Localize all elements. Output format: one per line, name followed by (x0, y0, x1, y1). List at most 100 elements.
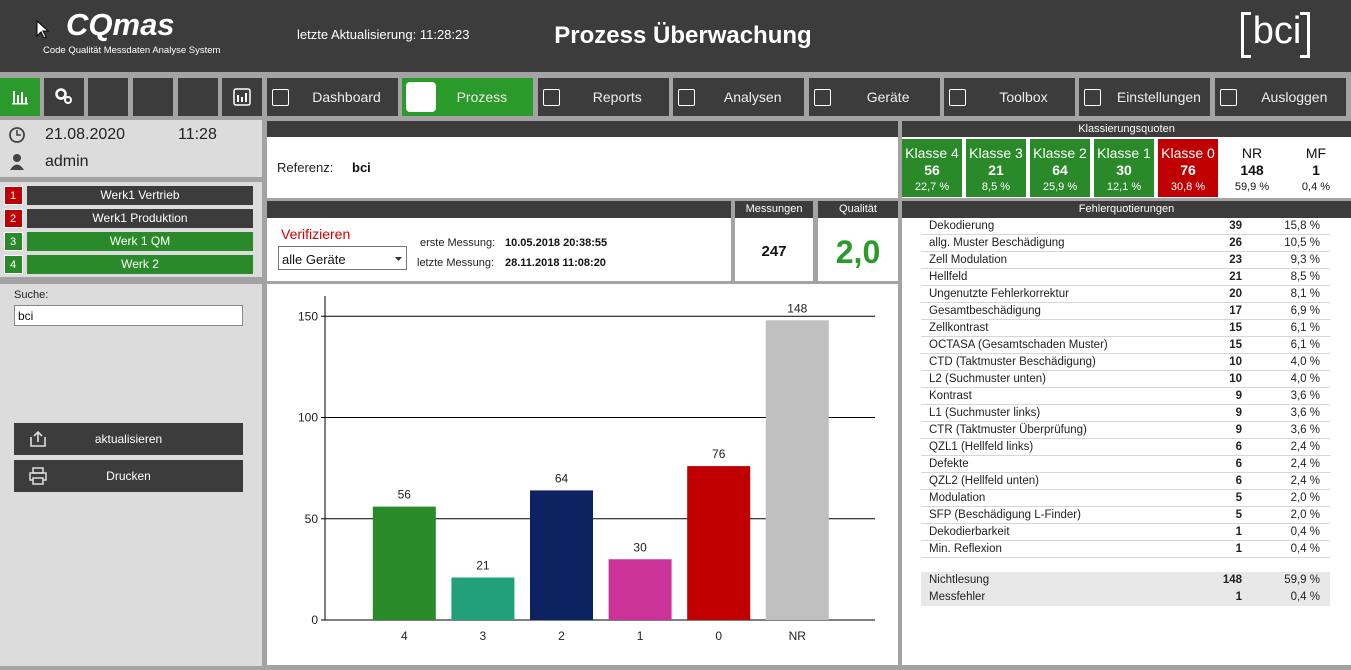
verify-label: Verifizieren (281, 226, 351, 242)
value-label: 21 (476, 558, 490, 572)
refresh-button[interactable]: aktualisieren (14, 423, 243, 455)
nav-button[interactable] (133, 78, 173, 116)
error-count: 6 (1235, 441, 1242, 453)
error-count: 17 (1229, 305, 1242, 317)
y-tick-label: 100 (298, 411, 318, 425)
error-name: Zellkontrast (929, 322, 989, 334)
class-name: Klasse 1 (1097, 145, 1151, 161)
error-share: 8,1 % (1290, 288, 1320, 300)
tab-label: Toolbox (999, 89, 1048, 105)
value-label: 76 (712, 447, 726, 461)
verify-panel: Verifizieren alle Geräte erste Messung: … (267, 201, 731, 281)
class-name: Klasse 3 (969, 145, 1023, 161)
search-input[interactable]: bci (14, 305, 243, 326)
class-cell: Klasse 2 64 25,9 % (1030, 139, 1090, 197)
search-value: bci (18, 309, 34, 323)
nav-button[interactable] (178, 78, 218, 116)
device-select[interactable]: alle Geräte (278, 246, 407, 270)
class-name: Klasse 2 (1033, 145, 1087, 161)
session-date: 21.08.2020 (45, 126, 126, 143)
class-share: 12,1 % (1106, 181, 1142, 193)
class-cell: Klasse 4 56 22,7 % (902, 139, 962, 197)
last-value: 28.11.2018 11:08:20 (505, 257, 606, 269)
error-share: 9,3 % (1290, 254, 1320, 266)
plant-name[interactable]: Werk 1 QM (27, 232, 253, 251)
error-count: 1 (1235, 526, 1242, 538)
nav-button[interactable] (0, 78, 40, 116)
error-name: L1 (Suchmuster links) (929, 407, 1041, 419)
nav-tab[interactable]: Einstellungen (1079, 78, 1211, 116)
logo: CQmas (66, 7, 175, 42)
clock-icon (9, 127, 25, 143)
error-name: QZL1 (Hellfeld links) (929, 441, 1034, 453)
plant-number[interactable]: 1 (4, 186, 23, 205)
error-row: QZL2 (Hellfeld unten) 6 2,4 % (921, 473, 1330, 490)
nav-tab[interactable]: Prozess (402, 78, 534, 116)
chart-icon (12, 91, 28, 105)
summary-block: Nichtlesung 148 59,9 % Messfehler 1 0,4 % (921, 572, 1330, 606)
plant-number[interactable]: 2 (4, 209, 23, 228)
x-tick-label: 4 (401, 629, 408, 643)
x-tick-label: 1 (637, 629, 644, 643)
plant-number[interactable]: 4 (4, 255, 23, 274)
reference-panel: Referenz: bci (267, 121, 898, 198)
plant-name[interactable]: Werk 2 (27, 255, 253, 274)
error-row: L1 (Suchmuster links) 9 3,6 % (921, 405, 1330, 422)
error-name: Gesamtbeschädigung (929, 305, 1041, 317)
nav-tab[interactable]: Ausloggen (1214, 78, 1346, 116)
error-name: Messfehler (929, 591, 986, 603)
nav-button[interactable] (222, 78, 262, 116)
error-name: allg. Muster Beschädigung (929, 237, 1065, 249)
print-button[interactable]: Drucken (14, 460, 243, 492)
tab-icon (678, 89, 696, 106)
print-label: Drucken (106, 469, 151, 483)
nav-button[interactable] (44, 78, 84, 116)
x-tick-label: 0 (715, 629, 722, 643)
plant-name[interactable]: Werk1 Produktion (27, 209, 253, 228)
error-share: 4,0 % (1290, 356, 1320, 368)
class-share: 22,7 % (914, 181, 950, 193)
dropdown-arrow (395, 257, 402, 261)
error-count: 20 (1229, 288, 1242, 300)
tab-label: Geräte (866, 89, 910, 105)
error-name: Dekodierung (929, 220, 995, 232)
error-share: 2,0 % (1290, 509, 1320, 521)
cursor-icon (36, 20, 50, 39)
plants-panel: 1 Werk1 Vertrieb 2 Werk1 Produktion 3 Werk 1 … (0, 182, 262, 277)
error-count: 5 (1235, 492, 1242, 504)
error-count: 9 (1235, 407, 1242, 419)
tab-label: Ausloggen (1261, 89, 1328, 105)
error-name: Min. Reflexion (929, 543, 1002, 555)
nav-tab[interactable]: Geräte (808, 78, 940, 116)
error-count: 21 (1229, 271, 1242, 283)
quality-panel: Qualität 2,0 (818, 201, 898, 281)
nav-tab[interactable]: Reports (537, 78, 669, 116)
error-name: Defekte (929, 458, 969, 470)
error-row: QZL1 (Hellfeld links) 6 2,4 % (921, 439, 1330, 456)
errors-title: Fehlerquotierungen (902, 201, 1351, 218)
error-name: Modulation (929, 492, 986, 504)
error-row: Messfehler 1 0,4 % (921, 589, 1330, 606)
bar (530, 490, 593, 620)
nav-tab[interactable]: Dashboard (267, 78, 398, 116)
reference-value: bci (352, 160, 371, 175)
error-row: Zell Modulation 23 9,3 % (921, 252, 1330, 269)
nav-button[interactable] (88, 78, 128, 116)
search-label: Suche: (14, 289, 49, 301)
last-update: letzte Aktualisierung: 11:28:23 (297, 27, 470, 42)
error-share: 3,6 % (1290, 407, 1320, 419)
error-count: 148 (1222, 574, 1242, 586)
class-cell: Klasse 1 30 12,1 % (1094, 139, 1154, 197)
error-share: 6,9 % (1290, 305, 1320, 317)
session-user: admin (45, 153, 89, 170)
class-share: 0,4 % (1301, 181, 1331, 193)
plant-name[interactable]: Werk1 Vertrieb (27, 186, 253, 205)
nav-tab[interactable]: Toolbox (944, 78, 1075, 116)
classification-title: Klassierungsquoten (902, 121, 1351, 137)
quality-value: 2,0 (835, 234, 881, 270)
error-count: 39 (1229, 220, 1242, 232)
plant-number[interactable]: 3 (4, 232, 23, 251)
nav-tab[interactable]: Analysen (673, 78, 805, 116)
class-count: 148 (1240, 162, 1264, 178)
class-share: 25,9 % (1042, 181, 1078, 193)
